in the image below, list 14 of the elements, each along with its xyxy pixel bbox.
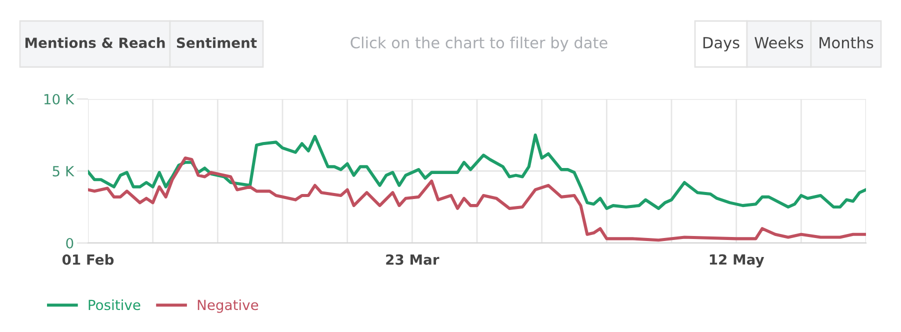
legend-label: Negative [198,299,258,313]
text: Days [703,37,740,52]
y-tick-label: 10 K [44,94,74,104]
text: Mentions & Reach [25,37,165,48]
legend-label: Positive [88,299,140,310]
x-tick-label: 01 Feb [62,254,114,265]
text: Sentiment [176,37,257,48]
text: Click on the chart to filter by date [350,36,608,52]
y-tick-label: 5 K [52,166,74,176]
x-tick-label: 12 May [710,254,764,268]
y-tick-label: 0 [66,238,74,248]
text: Months [820,36,874,48]
text: Weeks [754,36,804,48]
x-tick-label: 23 Mar [386,254,440,265]
